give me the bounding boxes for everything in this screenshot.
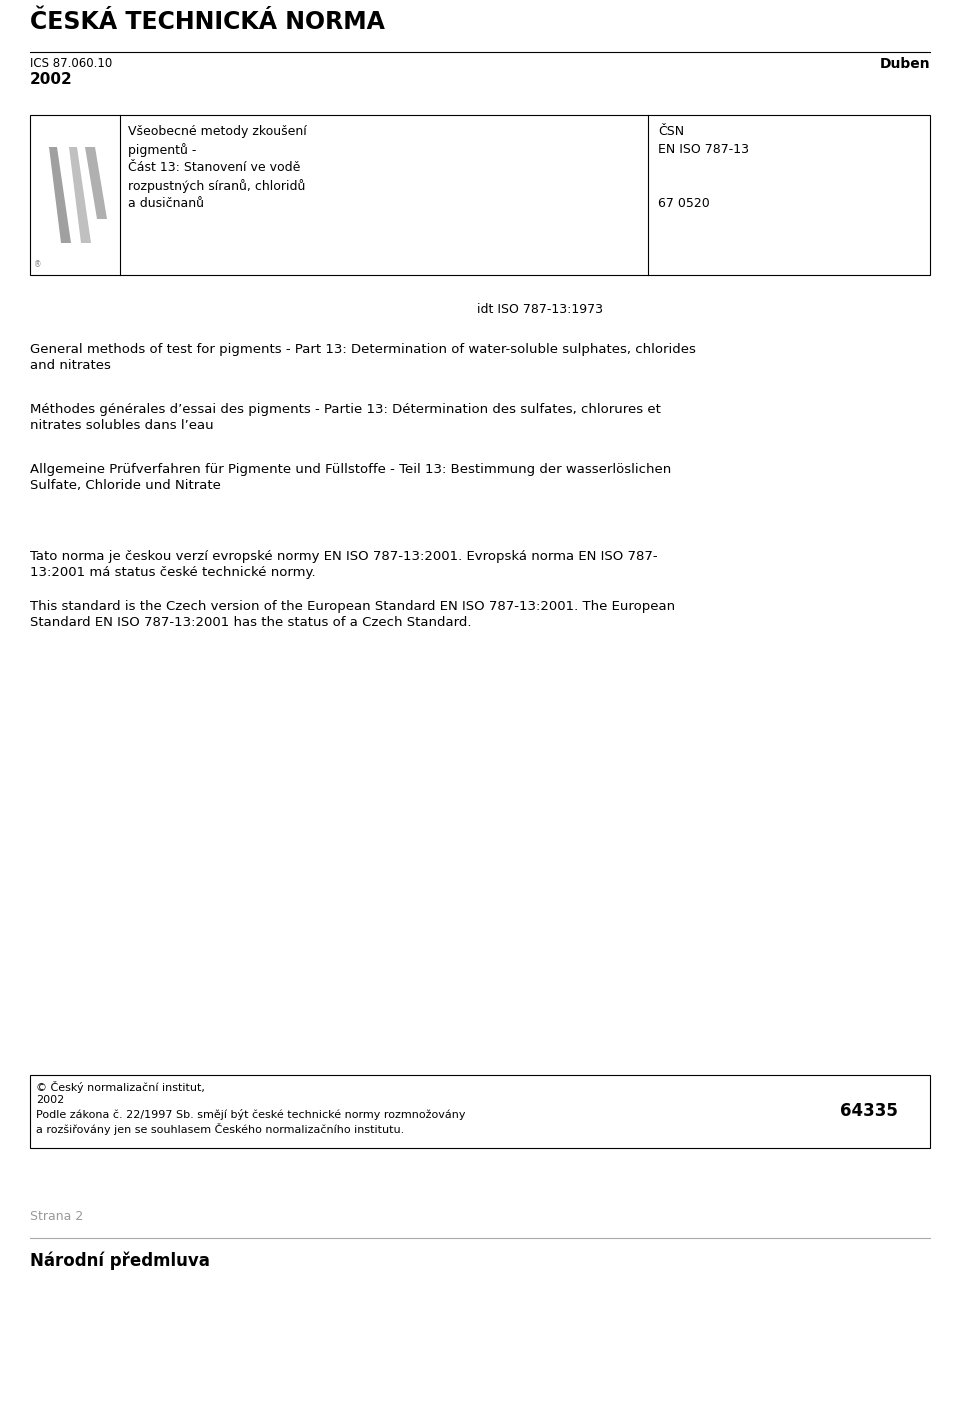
Bar — [30, 1075, 930, 1147]
Text: ICS 87.060.10: ICS 87.060.10 — [30, 57, 112, 71]
Text: Tato norma je českou verzí evropské normy EN ISO 787-13:2001. Evropská norma EN : Tato norma je českou verzí evropské norm… — [30, 550, 658, 562]
Text: nitrates solubles dans l’eau: nitrates solubles dans l’eau — [30, 420, 214, 432]
Text: rozpustných síranů, chloridů: rozpustných síranů, chloridů — [128, 179, 305, 194]
Text: Standard EN ISO 787-13:2001 has the status of a Czech Standard.: Standard EN ISO 787-13:2001 has the stat… — [30, 616, 471, 629]
Text: 13:2001 má status české technické normy.: 13:2001 má status české technické normy. — [30, 567, 316, 579]
Text: 64335: 64335 — [840, 1102, 898, 1121]
Text: a rozšiřovány jen se souhlasem Českého normalizačního institutu.: a rozšiřovány jen se souhlasem Českého n… — [36, 1123, 404, 1135]
Text: Národní předmluva: Národní předmluva — [30, 1252, 210, 1270]
Text: ČSN: ČSN — [658, 124, 684, 138]
Text: ČESKÁ TECHNICKÁ NORMA: ČESKÁ TECHNICKÁ NORMA — [30, 10, 385, 34]
Polygon shape — [69, 147, 91, 243]
Text: Méthodes générales d’essai des pigments - Partie 13: Détermination des sulfates,: Méthodes générales d’essai des pigments … — [30, 403, 660, 415]
Text: General methods of test for pigments - Part 13: Determination of water-soluble s: General methods of test for pigments - P… — [30, 343, 696, 356]
Text: © Český normalizační institut,: © Český normalizační institut, — [36, 1081, 204, 1094]
Text: This standard is the Czech version of the European Standard EN ISO 787-13:2001. : This standard is the Czech version of th… — [30, 601, 675, 613]
Text: Allgemeine Prüfverfahren für Pigmente und Füllstoffe - Teil 13: Bestimmung der w: Allgemeine Prüfverfahren für Pigmente un… — [30, 463, 671, 476]
Text: pigmentů -: pigmentů - — [128, 143, 197, 157]
Text: Podle zákona č. 22/1997 Sb. smějí být české technické normy rozmnožovány: Podle zákona č. 22/1997 Sb. smějí být če… — [36, 1109, 466, 1121]
Text: 67 0520: 67 0520 — [658, 196, 709, 211]
Text: Strana 2: Strana 2 — [30, 1210, 84, 1224]
Polygon shape — [85, 147, 107, 219]
Text: 2002: 2002 — [36, 1095, 64, 1105]
Text: Sulfate, Chloride und Nitrate: Sulfate, Chloride und Nitrate — [30, 479, 221, 492]
Text: EN ISO 787-13: EN ISO 787-13 — [658, 143, 749, 155]
Bar — [30, 114, 930, 276]
Text: idt ISO 787-13:1973: idt ISO 787-13:1973 — [477, 302, 603, 317]
Text: 2002: 2002 — [30, 72, 73, 88]
Text: Všeobecné metody zkoušení: Všeobecné metody zkoušení — [128, 124, 307, 138]
Text: ®: ® — [34, 260, 41, 268]
Text: and nitrates: and nitrates — [30, 359, 110, 372]
Text: Část 13: Stanovení ve vodě: Část 13: Stanovení ve vodě — [128, 161, 300, 174]
Text: Duben: Duben — [879, 57, 930, 71]
Text: a dusičnanů: a dusičnanů — [128, 196, 204, 211]
Polygon shape — [49, 147, 71, 243]
